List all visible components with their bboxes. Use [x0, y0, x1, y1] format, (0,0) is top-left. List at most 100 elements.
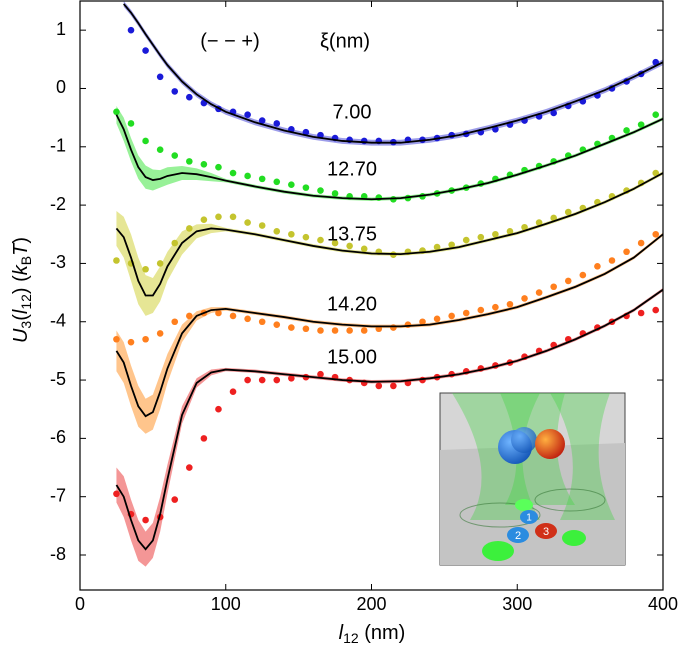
data-point [142, 265, 149, 273]
data-point [258, 318, 266, 326]
data-point [521, 295, 528, 302]
data-point [375, 382, 383, 390]
data-point [156, 146, 164, 154]
data-point [156, 260, 164, 267]
data-point [637, 309, 645, 317]
y-axis-label: U3(l12) (kBT) [10, 237, 33, 343]
data-point [171, 88, 179, 95]
data-point [200, 216, 208, 223]
fit-curve [115, 288, 663, 551]
data-point [652, 58, 660, 66]
data-point [142, 516, 149, 524]
fit-curve [115, 172, 663, 297]
data-point [623, 248, 630, 256]
y-tick-label: -3 [50, 252, 66, 272]
y-axis-label-part: l [10, 309, 32, 314]
data-point [127, 26, 135, 34]
data-point [200, 160, 208, 168]
data-point [171, 318, 179, 326]
inset-ring [534, 488, 606, 512]
y-tick-label: -7 [50, 485, 66, 505]
y-axis-label-part: U [10, 328, 32, 343]
data-point [200, 435, 208, 442]
inset-illustration: 1 2 3 [439, 392, 626, 566]
series-label: 12.70 [327, 158, 377, 180]
y-tick-label: -6 [50, 427, 66, 447]
y-tick-label: -2 [50, 194, 66, 214]
data-point [462, 236, 470, 244]
data-point [273, 178, 281, 186]
y-tick-label: -5 [50, 369, 66, 389]
data-point [215, 405, 222, 413]
data-point [652, 111, 660, 119]
plot-area [113, 1, 663, 567]
y-axis-label-part: T [10, 242, 32, 256]
data-point [273, 321, 281, 328]
data-point [273, 120, 281, 127]
x-tick-label: 100 [211, 594, 241, 614]
inset-beam [452, 393, 540, 520]
data-point [360, 245, 368, 253]
data-point [186, 464, 193, 471]
data-point [564, 208, 572, 216]
x-tick-label: 400 [648, 594, 678, 614]
data-point [244, 376, 251, 384]
data-point [492, 125, 499, 133]
data-point [215, 213, 222, 221]
series-label: 14.20 [327, 293, 377, 315]
x-axis-label-part: l [339, 622, 344, 644]
y-tick-label: 0 [56, 77, 66, 97]
x-tick-label: 0 [75, 594, 85, 614]
data-point [652, 169, 660, 177]
y-tick-label: -4 [50, 310, 66, 330]
data-point [360, 193, 368, 200]
y-axis-label-part: k [10, 264, 32, 275]
data-point [156, 73, 164, 81]
data-point [302, 128, 310, 136]
data-point [302, 325, 310, 333]
y-axis-label-part: ) [10, 237, 32, 244]
inset-beam [550, 393, 615, 520]
data-point [506, 228, 514, 235]
data-point [594, 263, 601, 270]
data-point [346, 242, 353, 250]
inset-disc [520, 510, 538, 524]
data-point [142, 47, 149, 54]
data-point [535, 289, 543, 296]
y-axis-label-part: B [18, 256, 34, 265]
data-point [317, 327, 324, 334]
data-point [462, 309, 470, 317]
data-point [244, 219, 251, 226]
data-point [564, 277, 572, 285]
y-axis-label-part: ( [10, 314, 32, 321]
y-tick-label: 1 [56, 19, 66, 39]
fit-curve [123, 3, 663, 144]
data-point [156, 330, 164, 337]
data-point [127, 120, 135, 127]
data-point [448, 312, 455, 320]
data-point [637, 239, 645, 247]
fit-curve [115, 114, 663, 201]
data-point [273, 228, 281, 235]
data-point [244, 315, 251, 323]
data-point [302, 233, 310, 241]
data-point [171, 239, 179, 247]
data-point [288, 181, 295, 188]
confidence-band [123, 1, 663, 146]
data-point [492, 230, 499, 238]
confidence-band [116, 171, 663, 316]
y-axis-label-part: 12 [18, 294, 34, 310]
data-point [331, 239, 339, 247]
data-point [288, 324, 295, 331]
series-label: 7.00 [333, 101, 372, 123]
x-tick-label: 300 [502, 594, 532, 614]
data-point [171, 152, 179, 159]
data-point [419, 318, 426, 326]
x-axis-label-part: 12 [343, 630, 359, 646]
data-point [652, 230, 660, 238]
inset-label: 1 [526, 513, 532, 524]
inset-sphere [511, 427, 537, 453]
data-point [229, 388, 237, 396]
data-point [535, 219, 543, 226]
xi-annotation: ξ(nm) [320, 30, 370, 52]
